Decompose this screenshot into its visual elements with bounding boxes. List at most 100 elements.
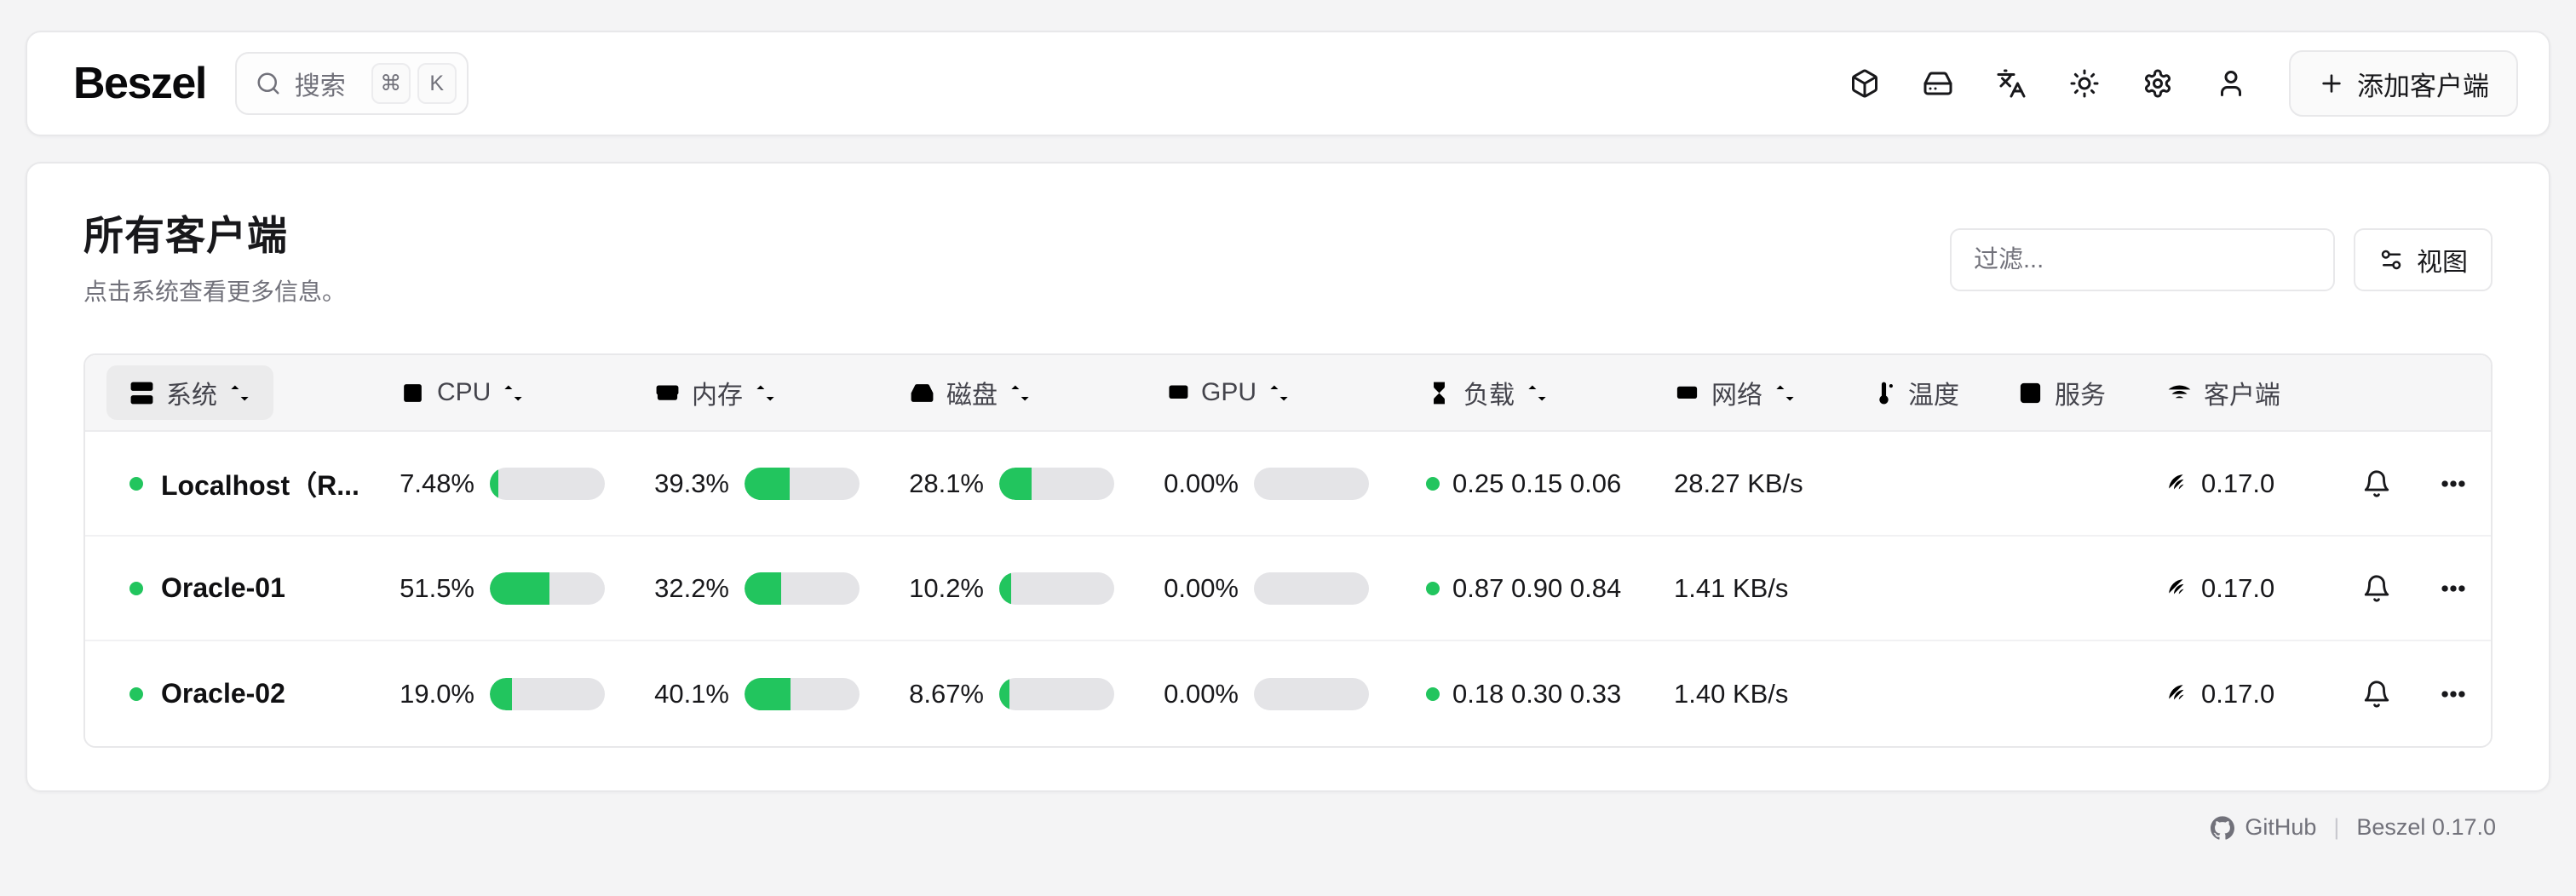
cpu-cell: 7.48%: [400, 467, 654, 500]
arrows-icon: [1009, 382, 1032, 405]
row-menu-button[interactable]: [2439, 469, 2468, 498]
system-cell: Oracle-01: [85, 572, 400, 604]
page-footer: GitHub | Beszel 0.17.0: [0, 814, 2496, 841]
view-button[interactable]: 视图: [2354, 228, 2493, 291]
table-body: Localhost（R... 7.48% 39.3% 28.1% 0.00% 0…: [85, 432, 2491, 746]
column-header-services: 服务: [2017, 374, 2166, 411]
bell-icon: [2362, 574, 2391, 603]
column-label-temperature: 温度: [1908, 382, 1959, 410]
column-label-agent: 客户端: [2204, 382, 2280, 410]
memory-cell: 39.3%: [654, 467, 909, 500]
wifi-icon: [2161, 467, 2195, 501]
harddrive-nav-button[interactable]: [1923, 68, 1953, 99]
column-header-system[interactable]: 系统: [85, 365, 400, 420]
status-dot: [129, 686, 143, 701]
footer-separator: |: [2333, 814, 2340, 840]
table-row[interactable]: Localhost（R... 7.48% 39.3% 28.1% 0.00% 0…: [85, 432, 2491, 537]
app-logo[interactable]: Beszel: [73, 59, 207, 108]
system-name: Localhost（R...: [161, 469, 359, 501]
column-header-agent: 客户端: [2166, 374, 2362, 411]
main-card: 所有客户端 点击系统查看更多信息。 视图 系统 CPU 内存 磁盘 GPU 负载 网络 温度 服…: [26, 162, 2550, 792]
hourglass-icon: [1426, 380, 1452, 406]
load-status-dot: [1426, 476, 1440, 491]
active-sort-pill: 系统: [106, 365, 273, 420]
column-label-system: 系统: [166, 382, 217, 410]
gpu-cell: 0.00%: [1164, 571, 1426, 605]
column-header-disk[interactable]: 磁盘: [909, 374, 1164, 411]
search-button[interactable]: 搜索 ⌘ K: [234, 52, 469, 115]
app-header: Beszel 搜索 ⌘ K 添加客户端: [26, 31, 2550, 136]
column-header-network[interactable]: 网络: [1674, 374, 1871, 411]
memory-meter: [745, 677, 860, 710]
load-values: 0.25 0.15 0.06: [1452, 468, 1622, 498]
wifi-icon: [2166, 380, 2193, 406]
gpu-icon: [1164, 380, 1190, 406]
column-header-cpu[interactable]: CPU: [400, 378, 654, 407]
alerts-bell-button[interactable]: [2362, 469, 2391, 498]
github-icon: [2211, 816, 2234, 840]
alerts-bell-button[interactable]: [2362, 680, 2391, 709]
github-link[interactable]: GitHub: [2211, 814, 2316, 841]
actions-cell: [2362, 574, 2493, 603]
system-cell: Oracle-02: [85, 678, 400, 709]
disk-cell: 10.2%: [909, 571, 1164, 605]
column-label-load: 负载: [1463, 382, 1515, 410]
search-shortcut: ⌘ K: [371, 63, 457, 104]
network-cell: 1.41 KB/s: [1674, 573, 1871, 604]
table-row[interactable]: Oracle-01 51.5% 32.2% 10.2% 0.00% 0.87 0…: [85, 537, 2491, 641]
alerts-bell-button[interactable]: [2362, 574, 2391, 603]
memory-cell: 40.1%: [654, 677, 909, 710]
sun-icon: [2069, 68, 2100, 99]
column-header-memory[interactable]: 内存: [654, 374, 909, 411]
add-client-label: 添加客户端: [2357, 71, 2489, 101]
column-label-cpu: CPU: [437, 378, 492, 406]
add-client-button[interactable]: 添加客户端: [2289, 50, 2518, 117]
topbar-icon-nav: [1849, 68, 2246, 99]
cpu-value: 19.0%: [400, 678, 474, 709]
column-label-gpu: GPU: [1201, 378, 1257, 406]
card-titles: 所有客户端 点击系统查看更多信息。: [83, 203, 346, 307]
user-icon: [2216, 68, 2246, 99]
box-nav-button[interactable]: [1849, 68, 1880, 99]
plus-icon: [2318, 70, 2345, 97]
cpu-meter: [490, 467, 605, 500]
memory-icon: [654, 380, 681, 406]
gpu-value: 0.00%: [1164, 678, 1239, 709]
bell-icon: [2362, 469, 2391, 498]
gear-nav-button[interactable]: [2142, 68, 2173, 99]
github-label: GitHub: [2245, 814, 2317, 840]
user-nav-button[interactable]: [2216, 68, 2246, 99]
column-header-gpu[interactable]: GPU: [1164, 378, 1426, 407]
table-row[interactable]: Oracle-02 19.0% 40.1% 8.67% 0.00% 0.18 0…: [85, 641, 2491, 746]
actions-cell: [2362, 469, 2493, 498]
column-label-services: 服务: [2055, 382, 2106, 410]
row-menu-button[interactable]: [2439, 574, 2468, 603]
server-icon: [129, 380, 155, 406]
arrows-icon: [228, 382, 251, 405]
disk-meter: [999, 571, 1114, 605]
ethernet-icon: [1674, 380, 1700, 406]
load-status-dot: [1426, 686, 1440, 701]
disk-value: 8.67%: [909, 678, 984, 709]
sun-nav-button[interactable]: [2069, 68, 2100, 99]
agent-cell: 0.17.0: [2166, 679, 2362, 709]
languages-nav-button[interactable]: [1996, 68, 2027, 99]
system-cell: Localhost（R...: [85, 464, 400, 503]
column-header-load[interactable]: 负载: [1426, 374, 1674, 411]
app-version: Beszel 0.17.0: [2356, 814, 2496, 840]
ellipsis-icon: [2439, 469, 2468, 498]
network-value: 28.27 KB/s: [1674, 468, 1803, 498]
load-cell: 0.87 0.90 0.84: [1426, 573, 1674, 604]
agent-version: 0.17.0: [2201, 678, 2275, 709]
row-menu-button[interactable]: [2439, 680, 2468, 709]
agent-cell: 0.17.0: [2166, 573, 2362, 604]
memory-value: 39.3%: [654, 468, 729, 498]
card-head: 所有客户端 点击系统查看更多信息。 视图: [83, 203, 2493, 307]
thermometer-icon: [1871, 380, 1897, 406]
disk-value: 28.1%: [909, 468, 984, 498]
bell-icon: [2362, 680, 2391, 709]
wifi-icon: [2161, 571, 2195, 606]
disk-meter: [999, 467, 1114, 500]
filter-input[interactable]: [1950, 228, 2335, 291]
gpu-value: 0.00%: [1164, 468, 1239, 498]
